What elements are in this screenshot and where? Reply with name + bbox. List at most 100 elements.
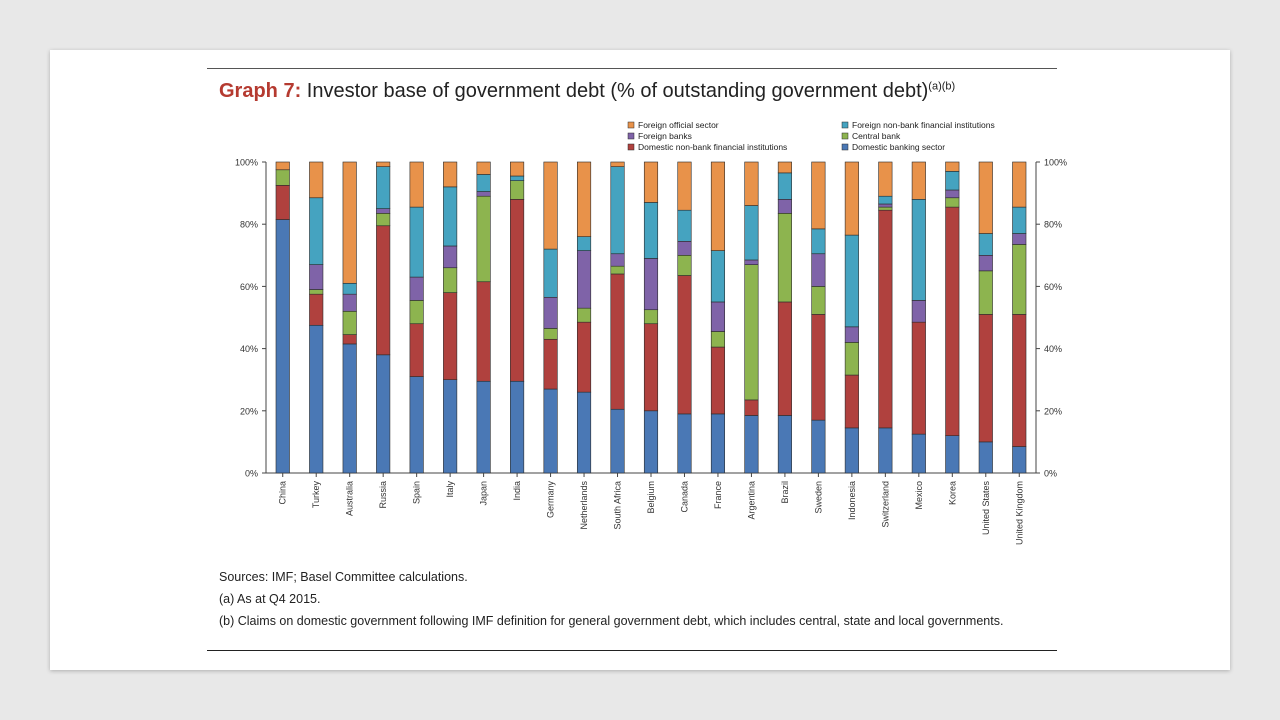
bar-segment	[510, 175, 525, 181]
legend-swatch	[627, 121, 635, 129]
bar-segment	[844, 161, 859, 236]
bar-segment	[777, 172, 792, 200]
x-tick-label: Indonesia	[847, 481, 857, 520]
x-tick-label: Australia	[345, 481, 355, 516]
bar-segment	[945, 171, 960, 191]
bar-segment	[309, 289, 324, 295]
y-tick-label-left: 20%	[240, 406, 258, 416]
bar-segment	[978, 270, 993, 315]
bar-segment	[510, 380, 525, 474]
x-tick-label: Canada	[679, 481, 689, 513]
bar-segment	[710, 301, 726, 332]
legend-swatch	[627, 132, 635, 140]
bar-segment	[309, 197, 324, 265]
bar-segment	[710, 250, 726, 303]
bar-segment	[342, 334, 357, 345]
bar-segment	[610, 166, 625, 255]
bar-segment	[309, 293, 324, 326]
x-tick-label: Brazil	[780, 481, 790, 504]
bar-segment	[443, 379, 458, 474]
x-tick-label: Russia	[378, 481, 388, 509]
y-tick-label-left: 60%	[240, 282, 258, 292]
bar-segment	[510, 180, 525, 200]
x-tick-label: Netherlands	[579, 481, 589, 530]
bar-segment	[476, 191, 491, 197]
bar-segment	[777, 415, 792, 474]
bottom-rule	[207, 650, 1057, 651]
bar-segment	[911, 321, 926, 435]
bar-segment	[576, 391, 592, 474]
legend-label: Domestic banking sector	[852, 142, 945, 152]
bar-segment	[945, 161, 960, 172]
bar-segment	[744, 161, 759, 206]
bar-segment	[576, 236, 592, 251]
bar-segment	[443, 267, 458, 293]
bar-segment	[576, 250, 592, 309]
bar-segment	[610, 253, 625, 267]
legend-swatch	[841, 132, 849, 140]
x-tick-label: Japan	[479, 481, 489, 506]
bar-segment	[543, 388, 558, 474]
bar-segment	[510, 161, 525, 177]
bar-segment	[476, 380, 491, 474]
x-tick-label: United States	[981, 481, 991, 536]
legend-swatch	[841, 143, 849, 151]
bar-segment	[844, 234, 859, 328]
bar-segment	[1012, 314, 1027, 447]
bar-segment	[811, 161, 826, 230]
bar-segment	[811, 228, 826, 255]
bar-segment	[777, 301, 792, 416]
x-tick-label: Korea	[947, 481, 957, 505]
bar-segment	[978, 441, 993, 474]
legend-label: Foreign official sector	[638, 120, 719, 130]
bar-segment	[945, 435, 960, 474]
bar-segment	[1012, 233, 1027, 245]
bar-segment	[777, 161, 792, 174]
bar-segment	[409, 206, 424, 278]
bar-segment	[643, 202, 659, 259]
bar-segment	[376, 161, 391, 167]
bar-segment	[443, 245, 458, 269]
bar-segment	[1012, 244, 1027, 315]
bar-segment	[945, 189, 960, 199]
bar-segment	[710, 161, 726, 251]
x-tick-label: Italy	[445, 481, 455, 498]
bar-segment	[476, 281, 491, 382]
bar-segment	[610, 408, 625, 474]
y-tick-label-right: 100%	[1044, 158, 1067, 168]
x-tick-label: Spain	[412, 481, 422, 504]
bar-segment	[476, 195, 491, 283]
bar-segment	[844, 326, 859, 343]
x-tick-label: Mexico	[914, 481, 924, 510]
bar-segment	[643, 161, 659, 203]
bar-segment	[1012, 446, 1027, 474]
bar-segment	[610, 273, 625, 410]
y-tick-label-right: 0%	[1044, 469, 1057, 479]
note-a: (a) As at Q4 2015.	[219, 592, 321, 606]
bar-segment	[744, 399, 759, 416]
bar-segment	[543, 248, 558, 298]
bar-segment	[576, 307, 592, 323]
x-tick-label: Switzerland	[880, 481, 890, 528]
bar-segment	[677, 161, 692, 211]
bar-segment	[309, 264, 324, 290]
bar-segment	[710, 331, 726, 348]
chart-title: Graph 7: Investor base of government deb…	[219, 80, 1059, 103]
bar-segment	[878, 427, 893, 474]
bar-segment	[610, 161, 625, 167]
bar-segment	[844, 427, 859, 474]
bar-segment	[342, 343, 357, 474]
legend-label: Central bank	[852, 131, 901, 141]
x-tick-label: Turkey	[311, 481, 321, 509]
bar-segment	[844, 374, 859, 429]
title-superscript: (a)(b)	[928, 80, 956, 93]
bar-segment	[543, 338, 558, 390]
bar-segment	[878, 206, 893, 211]
bar-segment	[376, 213, 391, 227]
bar-segment	[443, 161, 458, 188]
bar-segment	[610, 265, 625, 275]
legend-swatch	[627, 143, 635, 151]
bar-segment	[643, 323, 659, 412]
bar-segment	[677, 275, 692, 415]
